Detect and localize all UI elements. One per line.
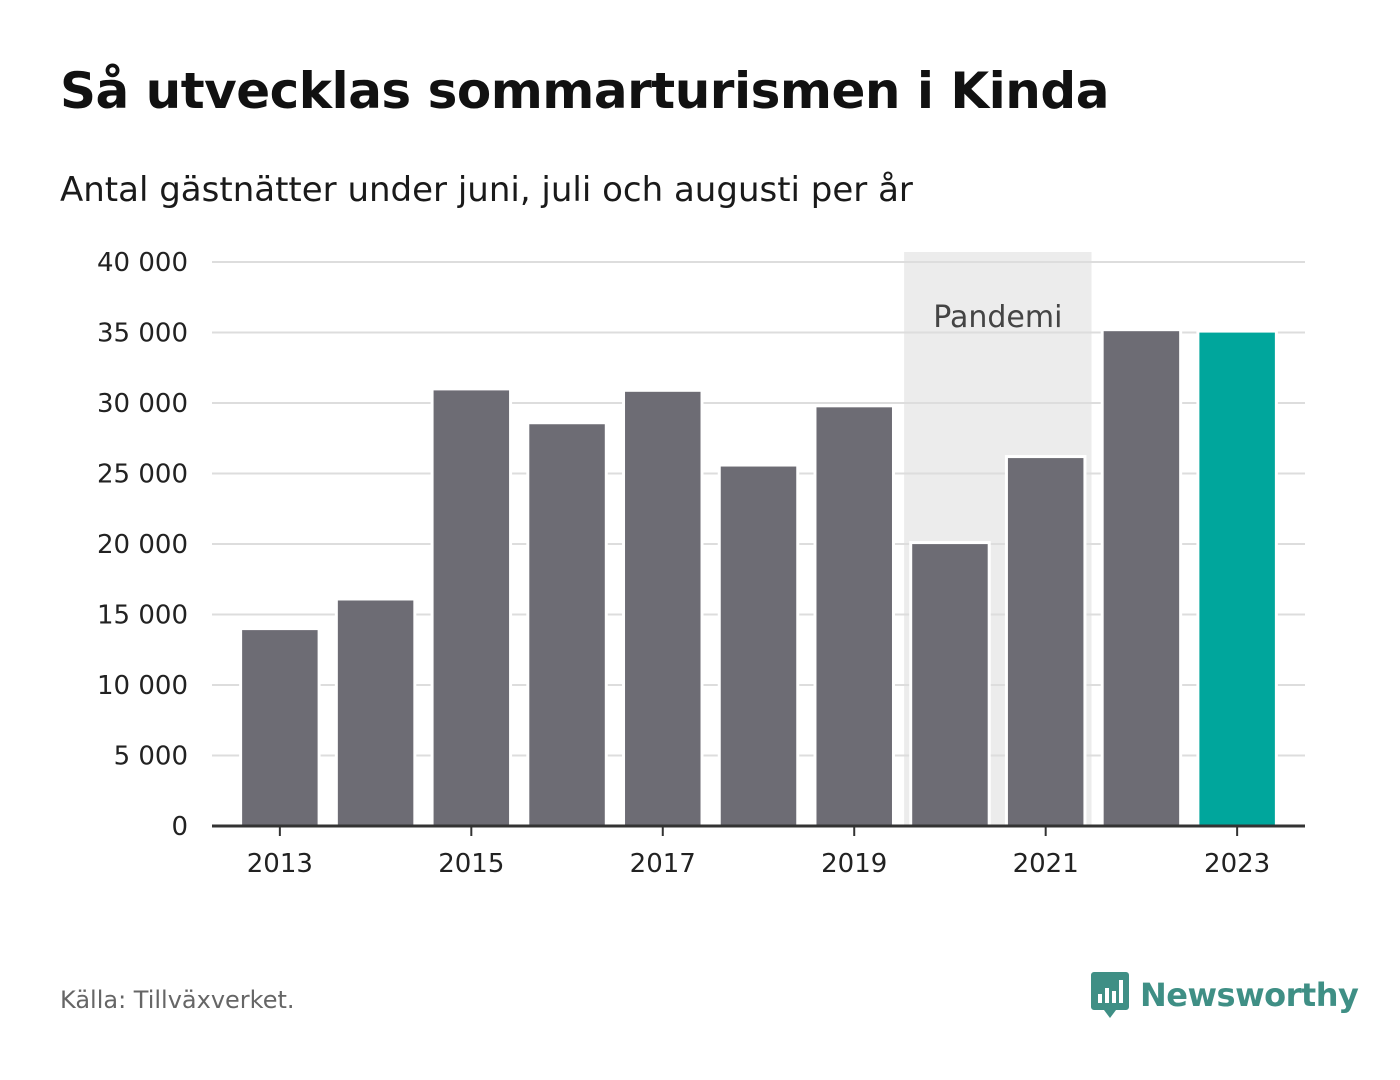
bar-2019: [813, 404, 895, 828]
bar-2014: [334, 597, 417, 828]
x-tick-label: 2017: [630, 849, 696, 879]
x-axis-ticks: 2013 2015 2017 2019 2021 2023: [247, 826, 1270, 879]
x-tick-label: 2015: [438, 849, 504, 879]
bar-2017: [622, 388, 704, 828]
bar-2018: [717, 463, 800, 828]
bar-2013: [239, 627, 321, 828]
bars: [239, 328, 1278, 828]
y-tick-label: 35 000: [97, 319, 188, 349]
x-tick-label: 2021: [1013, 849, 1079, 879]
y-tick-label: 0: [171, 812, 188, 842]
y-tick-label: 10 000: [97, 671, 188, 701]
bar-2022: [1100, 328, 1183, 828]
chart-title: Så utvecklas sommarturismen i Kinda: [60, 62, 1109, 120]
x-tick-label: 2023: [1204, 849, 1270, 879]
bar-2016: [526, 421, 608, 828]
bar-2015: [430, 387, 513, 828]
y-axis-ticks: 0 5 000 10 000 15 000 20 000 25 000 30 000 35 0…: [97, 248, 188, 842]
x-tick-label: 2019: [821, 849, 887, 879]
y-tick-label: 40 000: [97, 248, 188, 278]
chart-subtitle: Antal gästnätter under juni, juli och au…: [60, 170, 913, 210]
x-tick-label: 2013: [247, 849, 313, 879]
bar-2021: [1004, 455, 1087, 828]
y-tick-label: 20 000: [97, 530, 188, 560]
bar-chart-speech-bubble-icon: [1091, 972, 1129, 1018]
y-tick-label: 30 000: [97, 389, 188, 419]
bar-2020: [909, 541, 991, 828]
newsworthy-logo: Newsworthy: [1090, 970, 1359, 1020]
y-tick-label: 25 000: [97, 460, 188, 490]
y-tick-label: 15 000: [97, 601, 188, 631]
source-note: Källa: Tillväxverket.: [60, 986, 295, 1014]
pandemic-label: Pandemi: [933, 300, 1062, 335]
logo-text: Newsworthy: [1140, 976, 1359, 1014]
bar-2023: [1196, 329, 1278, 828]
y-tick-label: 5 000: [114, 742, 188, 772]
